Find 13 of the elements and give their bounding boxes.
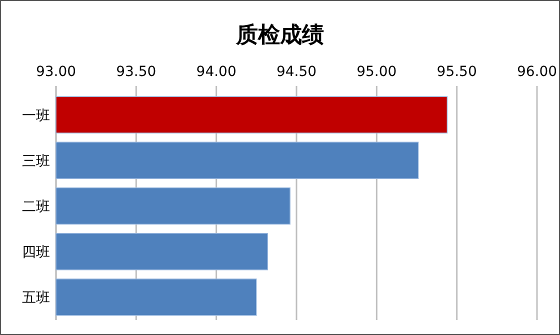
y-tick-label: 五班 [22, 290, 50, 306]
chart-title: 质检成绩 [235, 23, 324, 48]
x-tick-label: 96.00 [516, 64, 558, 80]
y-tick-label: 一班 [22, 108, 50, 124]
y-tick-label: 二班 [22, 199, 50, 215]
x-tick-label: 93.00 [36, 64, 76, 80]
y-tick-label: 四班 [22, 244, 50, 261]
x-tick-label: 94.50 [276, 64, 317, 80]
x-tick-label: 95.50 [436, 64, 477, 80]
x-tick-label: 95.00 [356, 64, 397, 80]
x-tick-label: 94.00 [196, 64, 236, 80]
y-tick-label: 三班 [22, 153, 50, 170]
x-tick-label: 93.50 [116, 64, 156, 80]
